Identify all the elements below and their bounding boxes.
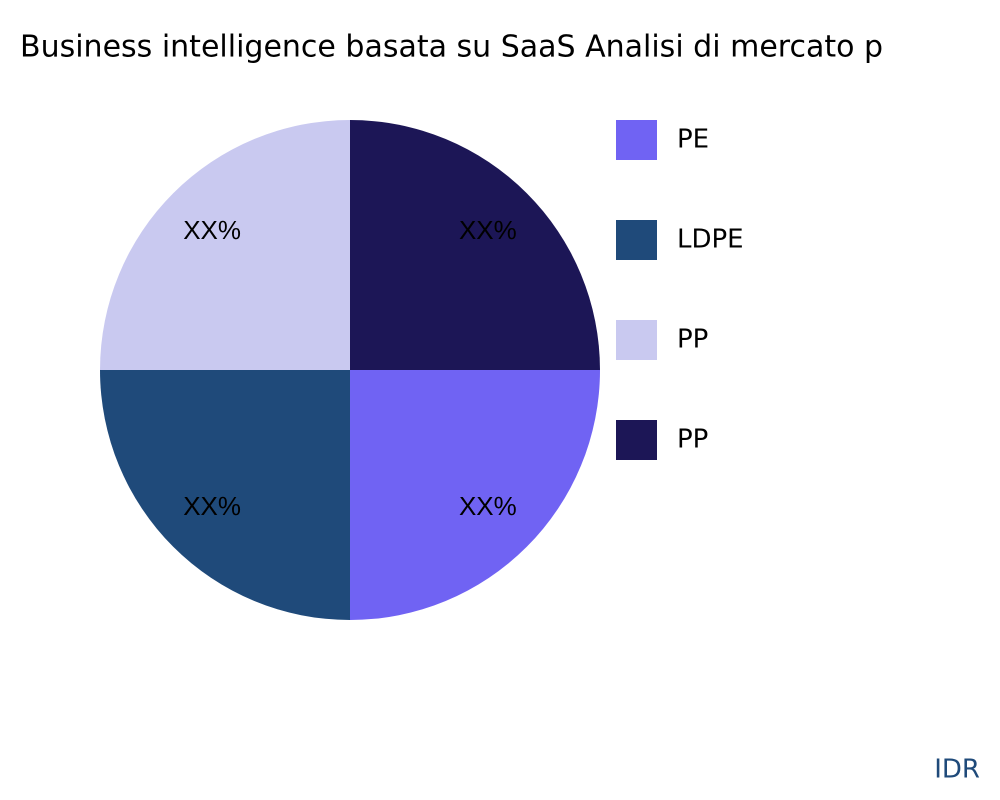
pie-slice — [350, 370, 600, 620]
legend-label: LDPE — [677, 225, 744, 255]
legend-swatch — [616, 320, 657, 360]
slice-label: XX% — [459, 491, 517, 521]
chart-title: Business intelligence basata su SaaS Ana… — [20, 30, 883, 65]
slice-label: XX% — [183, 215, 241, 245]
watermark: IDR — [934, 755, 980, 785]
legend-label: PP — [677, 325, 708, 355]
legend-swatch — [616, 120, 657, 160]
slice-label: XX% — [183, 491, 241, 521]
legend-swatch — [616, 220, 657, 260]
pie-slice — [100, 120, 350, 370]
pie-slice — [100, 370, 350, 620]
legend-label: PE — [677, 125, 709, 155]
pie-slice — [350, 120, 600, 370]
legend-swatch — [616, 420, 657, 460]
slice-label: XX% — [459, 215, 517, 245]
legend-label: PP — [677, 425, 708, 455]
